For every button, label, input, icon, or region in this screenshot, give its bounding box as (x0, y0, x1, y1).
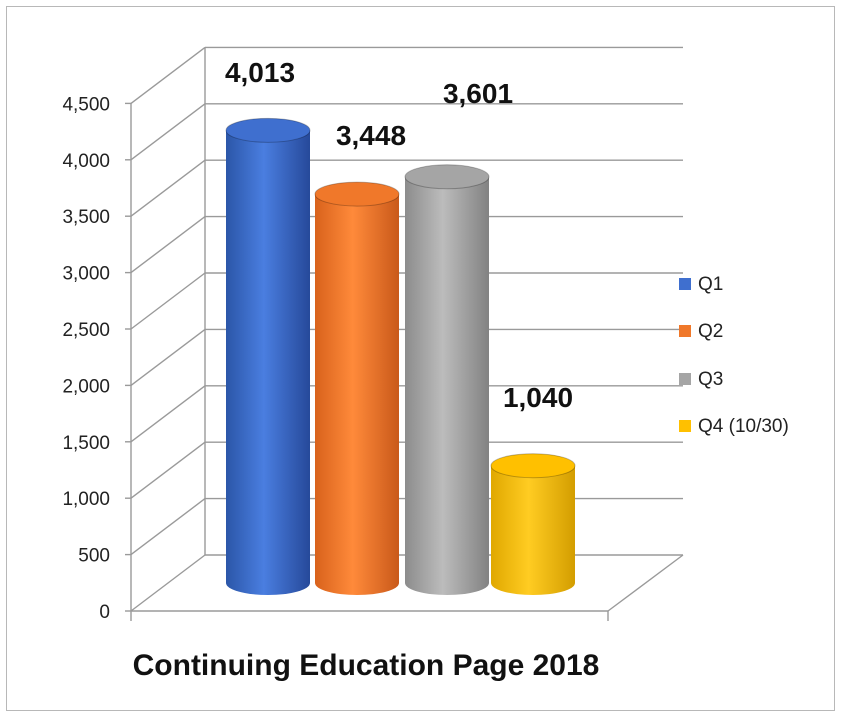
bar-body (405, 176, 489, 596)
bar-top (225, 117, 311, 143)
gridline-depth (130, 216, 206, 274)
bar-q3 (404, 164, 490, 596)
legend-label: Q4 (10/30) (698, 416, 789, 437)
y-tick-label: 0 (99, 602, 110, 623)
legend-swatch (679, 420, 691, 432)
gridline-depth (130, 498, 206, 556)
legend-swatch (679, 373, 691, 385)
bar-q2 (314, 181, 400, 595)
gridline-depth (130, 554, 206, 612)
y-axis: 0 500 1,000 1,500 2,000 2,500 3,000 3,500 4,000 4… (62, 94, 132, 623)
gridline-depth (130, 272, 206, 330)
bar-top (490, 453, 576, 479)
legend-item: Q2 (679, 321, 723, 342)
gridline-depth (130, 441, 206, 499)
data-labels: 4,013 3,448 3,601 1,040 (225, 57, 573, 413)
bar-q1 (225, 117, 311, 595)
gridline-depth (130, 159, 206, 217)
legend: Q1 Q2 Q3 Q4 (10/30) (679, 274, 789, 437)
legend-item: Q4 (10/30) (679, 416, 789, 437)
y-tick-label: 4,000 (62, 151, 110, 172)
legend-swatch (679, 278, 691, 290)
data-label: 1,040 (503, 382, 573, 413)
bar-body (491, 465, 575, 595)
legend-item: Q3 (679, 369, 723, 390)
chart-title: Continuing Education Page 2018 (133, 649, 600, 682)
y-tick-label: 1,500 (62, 433, 110, 454)
bar-body (226, 130, 310, 595)
floor-side-edge (607, 554, 684, 612)
y-tick-label: 1,000 (62, 489, 110, 510)
legend-swatch (679, 325, 691, 337)
y-tick-label: 4,500 (62, 94, 110, 115)
bars (225, 117, 576, 596)
y-tick-label: 500 (78, 546, 110, 567)
bar-top (314, 181, 400, 207)
data-label: 4,013 (225, 57, 295, 88)
bar-q4-10-30- (490, 453, 576, 595)
legend-item: Q1 (679, 274, 723, 295)
y-tick-label: 3,000 (62, 264, 110, 285)
legend-label: Q3 (698, 369, 723, 390)
data-label: 3,601 (443, 78, 513, 109)
data-label: 3,448 (336, 120, 406, 151)
y-tick-label: 3,500 (62, 207, 110, 228)
gridline-depth (130, 385, 206, 443)
y-tick-label: 2,000 (62, 376, 110, 397)
bar-top (404, 164, 490, 190)
legend-label: Q1 (698, 274, 723, 295)
gridline-depth (130, 328, 206, 386)
legend-label: Q2 (698, 321, 723, 342)
gridline-depth (130, 46, 206, 104)
gridline-depth (130, 103, 206, 161)
bar-body (315, 194, 399, 595)
y-tick-label: 2,500 (62, 320, 110, 341)
